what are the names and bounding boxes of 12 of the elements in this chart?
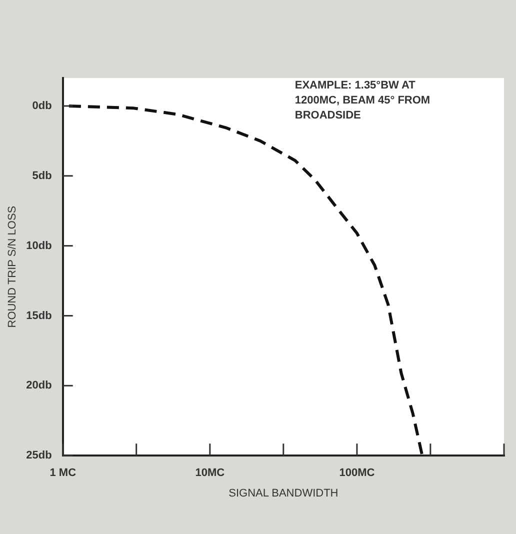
x-tick-label: 10MC (195, 467, 225, 480)
y-tick-label: 20db (26, 380, 52, 392)
x-axis-title: SIGNAL BANDWIDTH (228, 487, 338, 500)
x-tick-label: 100MC (339, 467, 375, 480)
y-tick-label: 5db (32, 170, 52, 182)
y-tick-label: 0db (32, 100, 52, 112)
y-axis-title: ROUND TRIP S/N LOSS (6, 206, 19, 328)
annotation: EXAMPLE: 1.35°BW AT 1200MC, BEAM 45° FROM BROADSIDE (294, 80, 430, 122)
y-tick-label: 25db (26, 450, 52, 462)
x-tick-label: 1 MC (50, 467, 76, 480)
y-tick-label: 10db (26, 240, 52, 252)
y-tick-label: 15db (26, 310, 52, 322)
